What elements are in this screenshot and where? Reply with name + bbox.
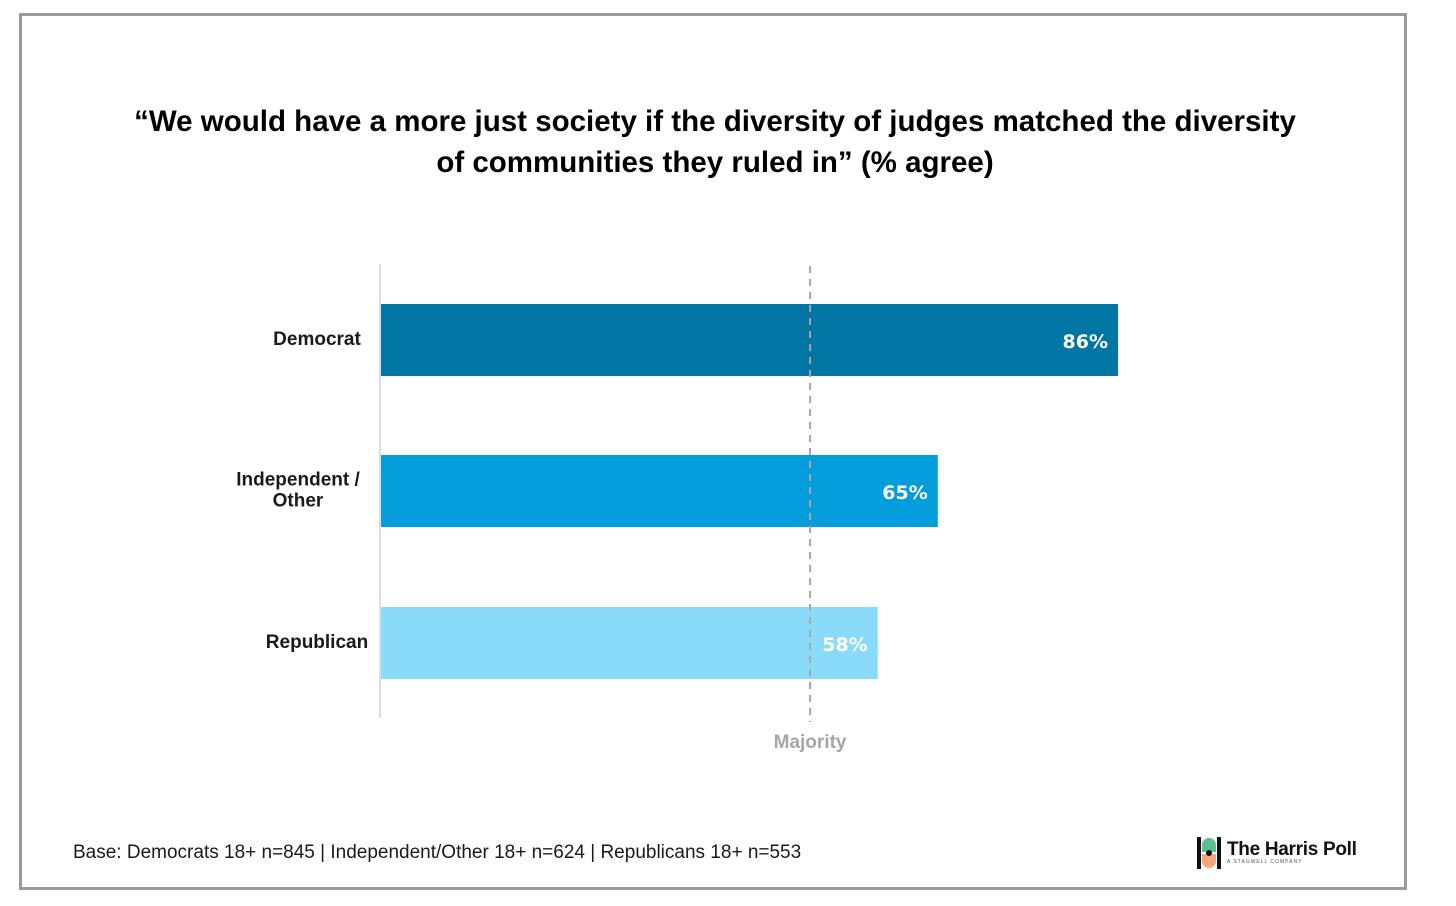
value-label-1: 86% bbox=[1063, 331, 1108, 353]
bar-2 bbox=[381, 455, 938, 527]
category-label-3: Republican bbox=[266, 632, 368, 653]
chart-title: “We would have a more just society if th… bbox=[134, 105, 1296, 179]
bar-1 bbox=[381, 304, 1118, 376]
harris-poll-logo-mark bbox=[1197, 837, 1221, 869]
majority-label: Majority bbox=[774, 732, 847, 753]
slide-frame bbox=[19, 13, 1407, 890]
harris-poll-logo: The Harris Poll A STAGWELL COMPANY bbox=[1197, 836, 1357, 870]
logo-name: The Harris Poll bbox=[1227, 839, 1357, 860]
category-label-1: Democrat bbox=[273, 329, 361, 350]
base-note: Base: Democrats 18+ n=845 | Independent/… bbox=[73, 842, 802, 863]
category-label-2: Independent / Other bbox=[236, 470, 360, 512]
logo-tagline: A STAGWELL COMPANY bbox=[1227, 859, 1303, 865]
bar-3 bbox=[381, 607, 878, 679]
value-label-3: 58% bbox=[822, 634, 867, 656]
value-label-2: 65% bbox=[882, 482, 927, 504]
